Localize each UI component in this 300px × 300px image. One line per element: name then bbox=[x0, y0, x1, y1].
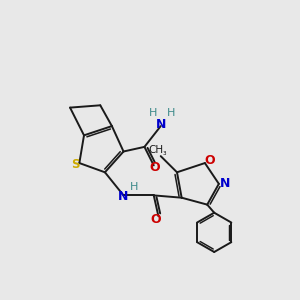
Text: CH: CH bbox=[148, 145, 164, 155]
Text: O: O bbox=[204, 154, 215, 167]
Text: H: H bbox=[130, 182, 138, 192]
Text: S: S bbox=[72, 158, 80, 171]
Text: ₃: ₃ bbox=[162, 148, 166, 157]
Text: H: H bbox=[148, 108, 157, 118]
Text: N: N bbox=[118, 190, 129, 203]
Text: O: O bbox=[151, 213, 161, 226]
Text: H: H bbox=[167, 108, 176, 118]
Text: N: N bbox=[220, 177, 230, 190]
Text: O: O bbox=[150, 161, 160, 174]
Text: N: N bbox=[155, 118, 166, 131]
